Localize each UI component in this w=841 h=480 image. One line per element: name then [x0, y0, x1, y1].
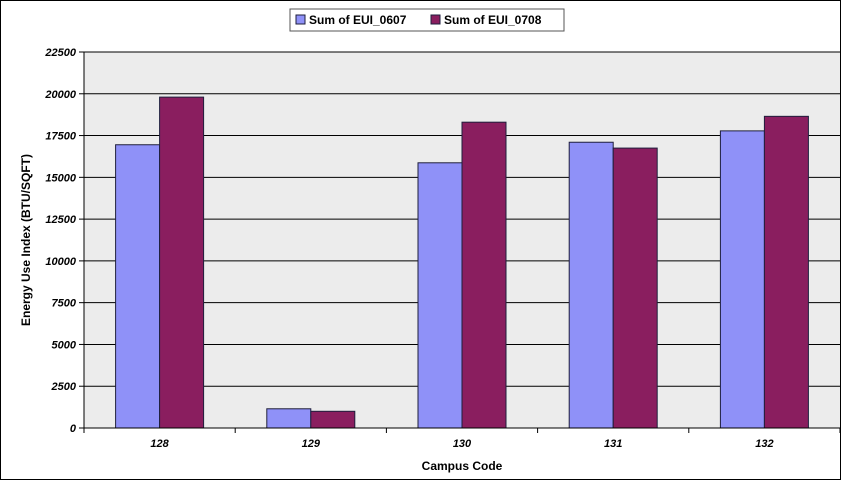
y-axis-ticks: 0 2500 5000 7500 10000 12500 15000 17500 20000 22… — [44, 47, 84, 435]
bar-eui-0708-129 — [310, 410, 356, 429]
bar-eui-0708-128 — [159, 96, 205, 429]
bars — [115, 96, 809, 429]
bar-eui-0607-131 — [568, 141, 614, 429]
legend: Sum of EUI_0607 Sum of EUI_0708 — [289, 8, 565, 32]
y-tick-label: 12500 — [45, 214, 76, 226]
y-axis-title: Energy Use Index (BTU/SQFT) — [19, 154, 33, 326]
y-tick-label: 7500 — [52, 298, 77, 310]
bar-eui-0607-130 — [417, 162, 463, 429]
x-axis-title: Campus Code — [422, 459, 503, 473]
bar-eui-0607-128 — [115, 144, 161, 429]
legend-label-eui-0708: Sum of EUI_0708 — [444, 13, 542, 27]
y-tick-label: 5000 — [52, 339, 77, 351]
legend-box — [289, 8, 565, 32]
x-tick-label: 129 — [302, 438, 321, 450]
x-tick-label: 128 — [150, 438, 169, 450]
bar-eui-0607-129 — [266, 408, 312, 429]
bar-eui-0607-132 — [719, 130, 765, 429]
x-tick-label: 132 — [755, 438, 773, 450]
x-tick-label: 130 — [453, 438, 472, 450]
legend-label-eui-0607: Sum of EUI_0607 — [309, 13, 407, 27]
bar-eui-0708-131 — [612, 147, 658, 429]
y-tick-label: 22500 — [44, 47, 76, 59]
y-tick-label: 20000 — [44, 89, 76, 101]
y-tick-label: 0 — [70, 423, 77, 435]
legend-swatch-eui-0607 — [295, 14, 306, 25]
legend-swatch-eui-0708 — [430, 14, 441, 25]
x-axis-ticks: 128 129 130 131 132 — [83, 428, 841, 450]
bar-eui-0708-130 — [461, 121, 507, 429]
bar-eui-0708-132 — [763, 115, 809, 429]
y-tick-label: 17500 — [45, 131, 76, 143]
y-tick-label: 2500 — [51, 381, 77, 393]
y-tick-label: 15000 — [45, 172, 76, 184]
x-tick-label: 131 — [604, 438, 622, 450]
y-tick-label: 10000 — [45, 256, 76, 268]
